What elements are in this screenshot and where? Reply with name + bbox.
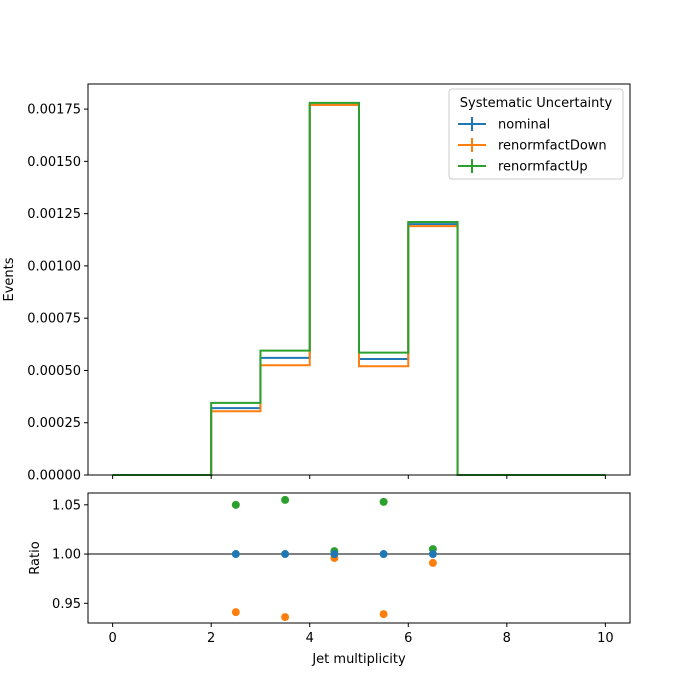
main-ytick-label: 0.00000	[27, 469, 81, 484]
ratio-ytick-label: 1.00	[52, 548, 81, 563]
ratio-point-nominal	[281, 550, 290, 559]
ratio-panel: 0.95 1.00 1.05 0 2 4 6 8 10 Jet multiplicity Ratio	[28, 492, 631, 667]
ratio-point-nominal	[231, 550, 240, 559]
main-ytick-label: 0.00175	[27, 103, 81, 118]
ratio-point-renormfactDown	[379, 610, 388, 619]
ratio-point-nominal	[428, 550, 437, 559]
ratio-point-renormfactDown	[281, 613, 290, 622]
ratio-xtick-label: 0	[108, 631, 116, 646]
ratio-plot-area	[88, 493, 630, 623]
main-ytick-label: 0.00050	[27, 364, 81, 379]
ratio-xtick-label: 10	[597, 631, 614, 646]
ratio-point-renormfactUp	[379, 497, 388, 506]
ratio-point-renormfactUp	[281, 495, 290, 504]
main-ytick-label: 0.00125	[27, 207, 81, 222]
main-ytick-label: 0.00150	[27, 155, 81, 170]
ratio-xtick-label: 8	[503, 631, 511, 646]
legend-label-nominal: nominal	[498, 118, 550, 133]
ratio-xtick-label: 2	[207, 631, 215, 646]
ratio-xlabel: Jet multiplicity	[311, 652, 406, 667]
ratio-ylabel: Ratio	[28, 541, 43, 574]
ratio-ytick-label: 0.95	[52, 597, 81, 612]
main-ytick-label: 0.00025	[27, 416, 81, 431]
ratio-xtick-label: 4	[306, 631, 314, 646]
legend-title: Systematic Uncertainty	[460, 96, 613, 111]
ratio-axes-frame	[87, 492, 631, 624]
legend: Systematic Uncertainty nominal renormfactD…	[448, 88, 624, 180]
ratio-ytick-label: 1.05	[52, 498, 81, 513]
legend-label-renormfactDown: renormfactDown	[498, 139, 607, 154]
main-ylabel: Events	[2, 257, 17, 301]
main-axes-frame	[87, 83, 631, 476]
ratio-point-renormfactUp	[231, 500, 240, 509]
legend-label-renormfactUp: renormfactUp	[498, 160, 588, 175]
legend-box	[448, 88, 624, 180]
main-ytick-label: 0.00075	[27, 312, 81, 327]
ratio-point-renormfactDown	[231, 608, 240, 617]
ratio-xtick-label: 6	[404, 631, 412, 646]
ratio-point-nominal	[379, 550, 388, 559]
ratio-point-nominal	[330, 550, 339, 559]
ratio-point-renormfactDown	[428, 558, 437, 567]
main-ytick-label: 0.00100	[27, 259, 81, 274]
